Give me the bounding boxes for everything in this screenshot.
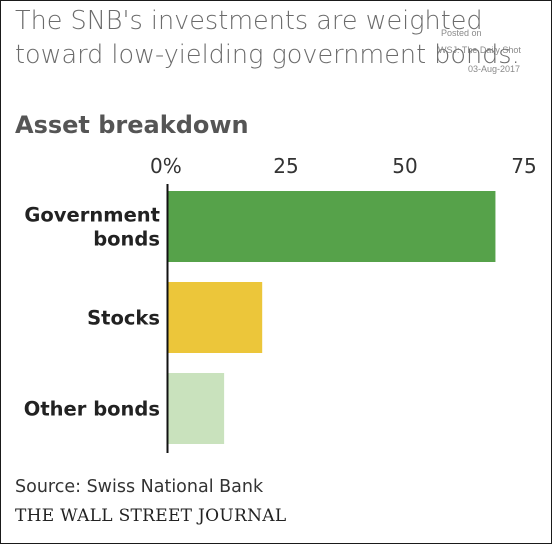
- x-tick-label: 25: [273, 154, 298, 178]
- chart-title: The SNB's investments are weighted towar…: [15, 6, 520, 70]
- category-label: Stocks: [87, 307, 160, 330]
- category-label: Other bonds: [24, 398, 160, 421]
- bar: [167, 282, 263, 353]
- watermark-posted: Posted on: [441, 28, 482, 38]
- bar: [167, 373, 225, 444]
- x-tick-label: 75: [511, 154, 536, 178]
- category-label: Government bonds: [24, 204, 160, 251]
- chart-subtitle: Asset breakdown: [15, 111, 249, 139]
- watermark-source: WSJ: The Daily Shot: [438, 45, 521, 55]
- watermark-date: 03-Aug-2017: [468, 64, 521, 74]
- bar-chart: 0% 25 50 75 Government bonds Stocks Other bonds: [24, 154, 537, 453]
- source-note: Source: Swiss National Bank: [15, 477, 264, 497]
- bar: [167, 191, 496, 262]
- x-tick-label: 50: [392, 154, 417, 178]
- publisher-name: THE WALL STREET JOURNAL: [15, 506, 287, 526]
- x-tick-label: 0%: [150, 154, 182, 178]
